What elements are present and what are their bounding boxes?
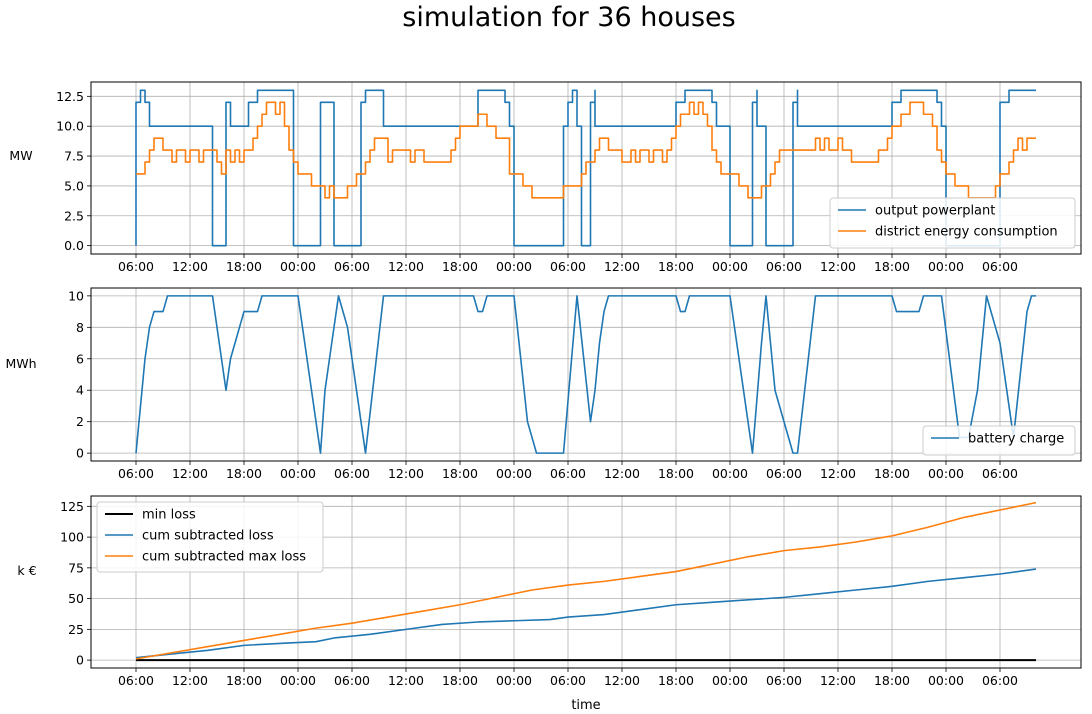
legend-label: cum subtracted loss	[142, 529, 274, 544]
y-tick-label: 12.5	[56, 89, 84, 104]
y-tick-label: 50	[68, 591, 84, 606]
series-line-3	[135, 501, 1037, 660]
legend: min loss cum subtracted loss cum subtracte…	[96, 501, 324, 573]
x-tick-label: 18:00	[226, 259, 262, 274]
x-tick-label: 00:00	[496, 259, 532, 274]
subplot-2: 06:00 12:00 18:00 00:00 06:00 12:00 18:00 00:00…	[5, 287, 1082, 481]
x-tick-label: 18:00	[442, 466, 478, 481]
x-tick-label: 18:00	[442, 673, 478, 688]
x-tick-label: 18:00	[874, 259, 910, 274]
x-tick-label: 06:00	[118, 673, 154, 688]
x-tick-label: 00:00	[928, 673, 964, 688]
x-tick-label: 00:00	[496, 673, 532, 688]
x-tick-label: 12:00	[820, 466, 856, 481]
x-tick-label: 06:00	[766, 673, 802, 688]
x-tick-label: 18:00	[874, 466, 910, 481]
figure-title: simulation for 36 houses	[402, 2, 735, 33]
series-line-1	[135, 89, 1036, 247]
y-tick-label: 5.0	[64, 178, 84, 193]
x-tick-label: 00:00	[280, 466, 316, 481]
y-tick-label: 25	[68, 622, 84, 637]
y-tick-label: 7.5	[64, 149, 84, 164]
y-tick-label: 0	[76, 446, 84, 461]
x-tick-label: 06:00	[982, 673, 1018, 688]
x-tick-label: 12:00	[604, 466, 640, 481]
x-tick-label: 06:00	[766, 259, 802, 274]
legend-box	[922, 425, 1076, 456]
x-tick-label: 12:00	[172, 466, 208, 481]
legend-label: min loss	[142, 508, 196, 523]
y-axis-label: MWh	[5, 356, 36, 371]
series-line-2	[136, 101, 1036, 199]
x-tick-label: 06:00	[766, 466, 802, 481]
y-tick-label: 0	[76, 653, 84, 668]
x-tick-label: 00:00	[928, 259, 964, 274]
y-tick-label: 100	[60, 530, 84, 545]
x-tick-label: 00:00	[712, 673, 748, 688]
x-tick-label: 00:00	[712, 466, 748, 481]
legend-label: cum subtracted max loss	[142, 550, 306, 565]
x-tick-label: 18:00	[658, 673, 694, 688]
x-tick-label: 00:00	[712, 259, 748, 274]
legend: battery charge	[922, 425, 1076, 456]
x-tick-label: 06:00	[118, 466, 154, 481]
y-axis-label: k €	[17, 563, 36, 578]
x-tick-label: 12:00	[388, 466, 424, 481]
y-tick-label: 8	[76, 320, 84, 335]
x-tick-label: 12:00	[820, 673, 856, 688]
x-tick-label: 18:00	[226, 466, 262, 481]
y-tick-label: 75	[68, 560, 84, 575]
subplot-1: 06:00 12:00 18:00 00:00 06:00 12:00 18:00 00:00…	[9, 81, 1082, 274]
x-tick-label: 06:00	[334, 259, 370, 274]
x-tick-label: 18:00	[658, 466, 694, 481]
legend-label: district energy consumption	[875, 225, 1058, 240]
y-tick-label: 0.0	[64, 238, 84, 253]
y-tick-label: 2.5	[64, 208, 84, 223]
x-tick-label: 12:00	[388, 673, 424, 688]
x-tick-label: 12:00	[172, 673, 208, 688]
x-tick-label: 18:00	[442, 259, 478, 274]
x-tick-label: 18:00	[658, 259, 694, 274]
legend-box	[96, 501, 324, 573]
axes-frame	[90, 81, 1082, 255]
x-tick-label: 06:00	[118, 259, 154, 274]
x-tick-label: 00:00	[496, 466, 532, 481]
y-tick-label: 4	[76, 383, 84, 398]
x-tick-label: 12:00	[604, 673, 640, 688]
x-tick-label: 06:00	[982, 466, 1018, 481]
y-tick-label: 6	[76, 351, 84, 366]
x-tick-label: 06:00	[550, 259, 586, 274]
x-tick-label: 06:00	[982, 259, 1018, 274]
legend-label: output powerplant	[875, 204, 995, 219]
y-tick-label: 2	[76, 414, 84, 429]
x-tick-label: 12:00	[604, 259, 640, 274]
x-axis-label: time	[571, 698, 600, 713]
x-tick-label: 00:00	[280, 259, 316, 274]
legend-label: battery charge	[968, 432, 1064, 447]
y-axis-label: MW	[9, 148, 32, 163]
x-tick-label: 06:00	[550, 673, 586, 688]
y-tick-label: 10	[68, 288, 84, 303]
x-tick-label: 06:00	[550, 466, 586, 481]
x-tick-label: 12:00	[172, 259, 208, 274]
legend-box	[829, 197, 1076, 249]
x-tick-label: 12:00	[388, 259, 424, 274]
x-tick-label: 00:00	[280, 673, 316, 688]
y-tick-label: 10.0	[56, 119, 84, 134]
x-tick-label: 18:00	[874, 673, 910, 688]
x-tick-label: 06:00	[334, 466, 370, 481]
axes-frame	[90, 287, 1082, 462]
x-tick-label: 18:00	[226, 673, 262, 688]
x-tick-label: 06:00	[334, 673, 370, 688]
legend: output powerplant district energy consump…	[829, 197, 1076, 249]
axes-frame	[90, 495, 1082, 669]
series-line-1	[135, 295, 1036, 454]
x-tick-label: 12:00	[820, 259, 856, 274]
y-tick-label: 125	[60, 499, 84, 514]
x-tick-label: 00:00	[928, 466, 964, 481]
series-line-2	[135, 568, 1037, 659]
subplot-3: 06:00 12:00 18:00 00:00 06:00 12:00 18:00 00:00…	[17, 495, 1082, 713]
